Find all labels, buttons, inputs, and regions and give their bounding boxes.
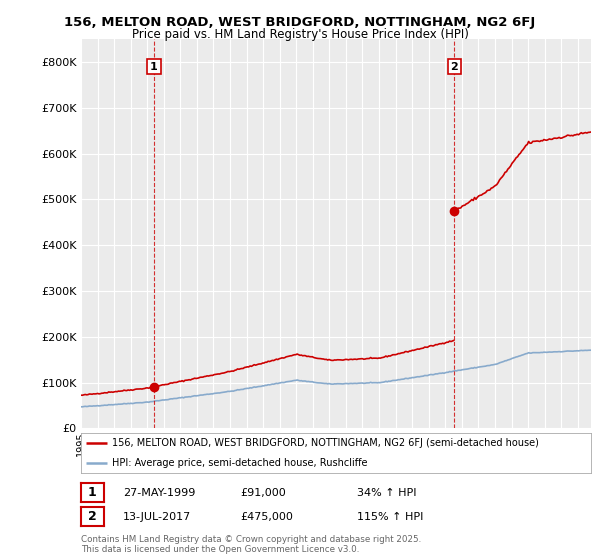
Text: Contains HM Land Registry data © Crown copyright and database right 2025.
This d: Contains HM Land Registry data © Crown c… bbox=[81, 535, 421, 554]
Text: HPI: Average price, semi-detached house, Rushcliffe: HPI: Average price, semi-detached house,… bbox=[112, 458, 367, 468]
Text: 156, MELTON ROAD, WEST BRIDGFORD, NOTTINGHAM, NG2 6FJ (semi-detached house): 156, MELTON ROAD, WEST BRIDGFORD, NOTTIN… bbox=[112, 438, 538, 449]
Text: 156, MELTON ROAD, WEST BRIDGFORD, NOTTINGHAM, NG2 6FJ: 156, MELTON ROAD, WEST BRIDGFORD, NOTTIN… bbox=[64, 16, 536, 29]
Text: 2: 2 bbox=[88, 510, 97, 523]
Text: £475,000: £475,000 bbox=[240, 512, 293, 521]
Text: 13-JUL-2017: 13-JUL-2017 bbox=[123, 512, 191, 521]
Text: 115% ↑ HPI: 115% ↑ HPI bbox=[357, 512, 424, 521]
Text: 1: 1 bbox=[88, 486, 97, 499]
Text: 27-MAY-1999: 27-MAY-1999 bbox=[123, 488, 196, 497]
Text: 1: 1 bbox=[150, 62, 158, 72]
Text: Price paid vs. HM Land Registry's House Price Index (HPI): Price paid vs. HM Land Registry's House … bbox=[131, 28, 469, 41]
Text: £91,000: £91,000 bbox=[240, 488, 286, 497]
Text: 34% ↑ HPI: 34% ↑ HPI bbox=[357, 488, 416, 497]
Text: 2: 2 bbox=[451, 62, 458, 72]
